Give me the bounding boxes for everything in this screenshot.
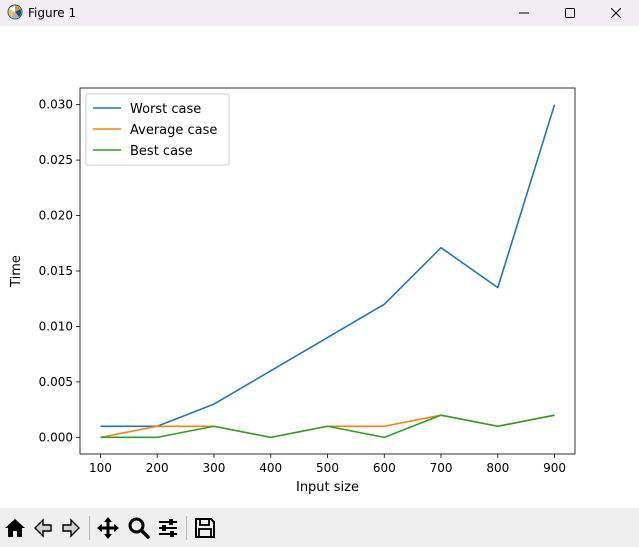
forward-icon: [62, 518, 80, 538]
minimize-icon: [519, 12, 529, 14]
x-tick-label: 300: [203, 461, 226, 475]
zoom-button[interactable]: [127, 516, 151, 540]
y-tick-label: 0.000: [39, 430, 73, 444]
navigation-toolbar: [0, 508, 639, 547]
x-tick-label: 100: [89, 461, 112, 475]
pan-button[interactable]: [96, 516, 120, 540]
y-tick-label: 0.005: [39, 375, 73, 389]
legend-label: Average case: [130, 123, 217, 138]
toolbar-separator: [186, 516, 187, 540]
legend-label: Worst case: [130, 102, 201, 117]
save-icon: [195, 518, 215, 538]
line-chart: 100 200 300 400 500 600 700 800 900 0.000 0.005 0.0…: [9, 87, 576, 495]
series-line-best-case: [100, 414, 555, 439]
x-tick-label: 500: [316, 461, 339, 475]
x-tick-label: 200: [146, 461, 169, 475]
toolbar-separator: [89, 516, 90, 540]
window-title: Figure 1: [28, 6, 77, 20]
matplotlib-logo-icon: [7, 4, 23, 20]
figure-canvas[interactable]: 100 200 300 400 500 600 700 800 900 0.000 0.005 0.0…: [0, 26, 639, 508]
home-icon: [5, 519, 25, 537]
save-button[interactable]: [193, 516, 217, 540]
legend-box: [85, 93, 230, 166]
x-tick-label: 900: [543, 461, 566, 475]
y-tick-label: 0.030: [39, 98, 73, 112]
maximize-button[interactable]: [547, 0, 593, 26]
series-line-worst-case: [100, 104, 556, 428]
configure-subplots-button[interactable]: [156, 516, 180, 540]
close-icon: [611, 8, 621, 18]
x-tick-label: 600: [373, 461, 396, 475]
y-tick-label: 0.010: [39, 319, 73, 333]
home-button[interactable]: [3, 516, 27, 540]
back-icon: [34, 518, 52, 538]
x-tick-label: 400: [259, 461, 282, 475]
y-axis-label: Time: [9, 255, 24, 288]
x-tick-label: 800: [486, 461, 509, 475]
forward-button[interactable]: [59, 516, 83, 540]
back-button[interactable]: [31, 516, 55, 540]
y-tick-label: 0.025: [39, 153, 73, 167]
minimize-button[interactable]: [501, 0, 547, 26]
maximize-icon: [565, 8, 575, 18]
x-axis-label: Input size: [296, 480, 359, 495]
y-tick-label: 0.015: [39, 264, 73, 278]
configure-subplots-icon: [159, 519, 177, 537]
legend-label: Best case: [130, 144, 193, 159]
close-button[interactable]: [593, 0, 639, 26]
zoom-icon: [128, 517, 150, 539]
title-bar: Figure 1: [0, 0, 639, 26]
pan-icon: [97, 517, 119, 539]
x-tick-label: 700: [430, 461, 453, 475]
y-tick-label: 0.020: [39, 209, 73, 223]
